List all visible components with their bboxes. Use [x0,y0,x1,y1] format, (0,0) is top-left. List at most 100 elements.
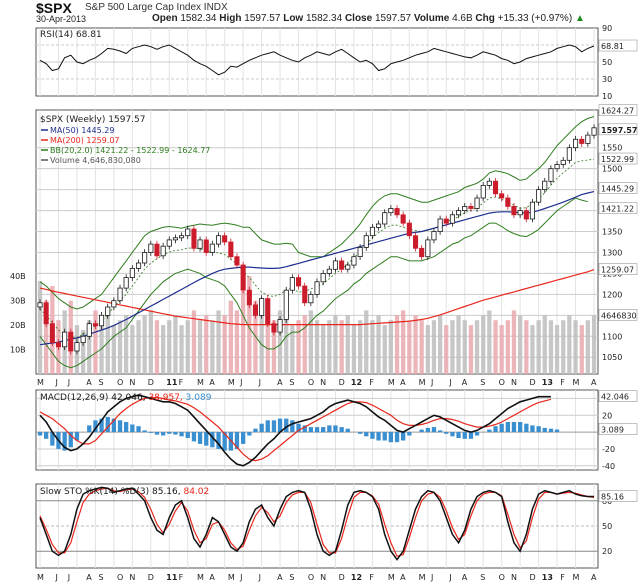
symbol-title: $SPX [36,0,72,16]
price-candle [339,260,345,270]
price-candle [375,223,382,228]
price-candle [566,147,572,161]
macd-histogram-bar [185,432,190,438]
price-candle [443,218,449,224]
macd-histogram-bar [148,432,153,433]
price-candle [351,256,357,266]
price-candle [55,342,61,348]
macd-histogram-bar [554,429,560,433]
bb-upper-line [39,116,595,310]
price-last-label: 1421.22 [601,205,634,214]
price-last-label-box [598,263,638,275]
price-last-label: 1259.07 [601,266,634,275]
macd-histogram-bar [259,423,264,433]
price-tick-label: 1100 [602,332,622,341]
volume-bar [124,315,129,374]
x-axis-label-bottom: M [419,573,426,582]
volume-bar [277,310,283,374]
high-label: High [219,13,242,24]
volume-axis-label: 10B [10,346,26,355]
price-candle [542,180,548,190]
macd-histogram-bar [450,432,455,437]
volume-bar [573,320,578,374]
macd-legend-part: 38.957, [146,393,183,403]
price-candle [74,342,80,352]
volume-axis-label: 30B [10,297,26,306]
price-candle [548,168,554,182]
volume-bar [37,281,43,374]
macd-tick-label: -40 [602,462,615,471]
x-axis-label: J [258,378,261,387]
macd-histogram-bar [431,427,437,433]
chg-value: +15.33 (+0.97%) [497,13,573,24]
x-axis-label-bottom: S [99,573,104,582]
volume-bar [167,320,172,374]
price-candle [234,256,240,266]
volume-bar [413,315,418,374]
macd-histogram-bar [87,425,92,433]
macd-histogram-bar [105,416,110,433]
macd-histogram-bar [124,422,129,433]
macd-histogram-bar [179,432,184,437]
rsi-tick-label: 90 [602,24,612,33]
price-candle [178,235,185,239]
x-axis-label: J [54,378,57,387]
macd-histogram-bar [210,432,215,448]
price-candle [382,212,388,225]
x-axis-label-bottom: O [308,573,314,582]
price-tick-label: 1050 [602,353,622,362]
stochastic-last-label-box [598,490,638,502]
price-candle [308,293,314,304]
ma50-line [39,191,595,346]
price-last-label: 1624.27 [601,107,634,116]
price-candle [259,298,265,316]
macd-histogram-bar [358,432,363,434]
macd-histogram-bar [345,428,350,433]
volume-bar [511,310,517,374]
x-axis-label-bottom: J [448,573,451,582]
volume-bar [474,320,480,374]
price-candle [406,222,412,237]
macd-legend-part: 42.046, [108,393,145,403]
volume-bar [339,320,344,374]
volume-bar [290,325,295,374]
volume-bar [450,320,455,374]
x-axis-label: D [339,378,345,387]
price-candle [129,267,135,278]
open-label: Open [152,13,178,24]
macd-tick-label: 20 [602,411,612,420]
volume-bar [530,325,535,374]
macd-histogram-bar [130,424,135,433]
x-axis-label-bottom: M [388,573,395,582]
ma200-legend: MA(200) 1259.07 [50,136,120,145]
price-candle [462,205,468,211]
volume-bar [302,315,307,374]
price-candle [228,241,234,258]
macd-histogram-bar [161,432,166,436]
volume-bar [561,320,566,374]
volume-bar [253,300,258,374]
volume-bar [499,325,504,374]
volume-bar [321,325,326,374]
x-axis-label: S [99,378,104,387]
x-axis-label-bottom: N [320,573,326,582]
volume-bar [148,310,153,374]
volume-bar [136,320,141,374]
macd-histogram-bar [493,426,498,433]
volume-bar [554,325,560,374]
price-candle [591,127,597,136]
volume-bar [259,305,264,374]
macd-histogram-bar [222,432,227,451]
bb-lower-line [39,197,588,369]
volume-bar [234,310,240,374]
macd-last-label: 42.046 [601,393,629,402]
price-candle [579,138,585,144]
macd-legend: MACD(12,26,9) 42.046, 38.957, 3.089 [40,393,212,403]
macd-histogram-bar [333,425,338,433]
macd-histogram-bar [154,432,160,435]
volume-bar [444,325,449,374]
macd-histogram-bar [438,430,443,433]
x-axis-label-bottom: S [289,573,294,582]
x-axis-label-bottom: A [400,573,406,582]
